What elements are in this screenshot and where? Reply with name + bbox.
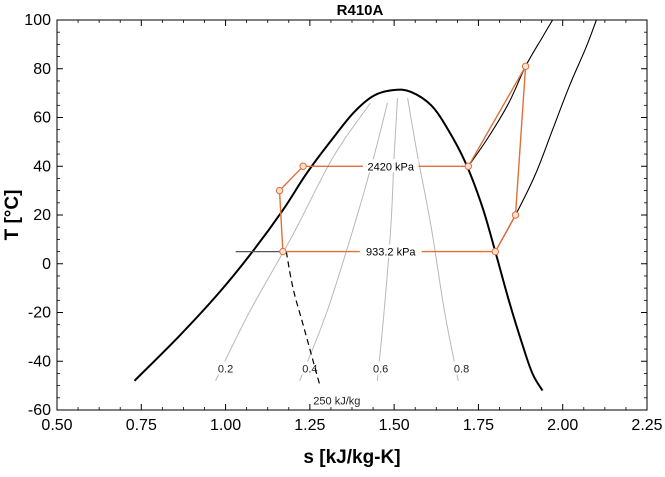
- quality-line-0.8: [407, 97, 459, 381]
- state-point-3: [299, 162, 307, 170]
- x-tick-label: 1.25: [294, 417, 325, 434]
- state-point-6: [511, 211, 520, 219]
- quality-label-0.2: 0.2: [218, 364, 233, 376]
- isenthalp-curve: [285, 251, 321, 386]
- y-tick-label: -40: [28, 353, 51, 370]
- x-tick-label: 0.75: [126, 417, 157, 434]
- cycle-path: [278, 65, 527, 253]
- y-axis-title: T [°C]: [2, 190, 23, 241]
- quality-label-0.6: 0.6: [373, 364, 388, 376]
- quality-label-0.4: 0.4: [302, 364, 317, 376]
- quality-label-0.8-bg: [449, 361, 474, 375]
- state-point-4: [464, 162, 473, 170]
- y-tick-label: -60: [28, 402, 51, 419]
- y-tick-label: 0: [42, 256, 51, 273]
- isobar-curve-1: [494, 19, 597, 252]
- isobar-label-1: 933.2 kPa: [366, 247, 416, 259]
- isobar-label-0-bg: [362, 159, 419, 173]
- state-point-2: [275, 186, 284, 195]
- plot-frame: [56, 19, 648, 411]
- quality-lines: 0.2 0.4 0.6 0.8: [213, 97, 474, 382]
- quality-line-0.2: [215, 102, 371, 382]
- y-tick-label: -20: [28, 305, 51, 322]
- x-tick-label: 1.75: [463, 417, 494, 434]
- refrigeration-cycle: 2420 kPa 933.2 kPa: [275, 62, 530, 259]
- quality-line-0.6: [376, 97, 398, 381]
- y-tick-label: 20: [33, 207, 51, 224]
- saturation-dome-curve: [133, 88, 544, 392]
- quality-label-0.8: 0.8: [454, 364, 469, 376]
- y-axis-ticks: -60 -40 -20 0 20 40 60 80 100: [24, 12, 647, 419]
- x-axis-ticks: 0.50 0.75 1.00 1.25 1.50 1.75 2.00 2.25: [41, 20, 663, 434]
- chart-title: R410A: [337, 2, 384, 19]
- x-tick-label: 1.50: [379, 417, 410, 434]
- x-tick-label: 0.50: [41, 417, 72, 434]
- x-axis-title: s [kJ/kg-K]: [303, 447, 400, 468]
- x-tick-label: 2.25: [631, 417, 662, 434]
- y-tick-label: 60: [33, 110, 51, 127]
- isobars: [467, 19, 597, 252]
- quality-line-0.4: [299, 102, 388, 381]
- isobar-label-1-bg: [359, 244, 422, 258]
- isenthalp-line: 250 kJ/kg: [285, 251, 360, 407]
- x-tick-label: 2.00: [547, 417, 578, 434]
- state-point-1: [279, 247, 287, 256]
- y-tick-label: 100: [24, 12, 51, 29]
- state-point-7: [491, 247, 499, 256]
- saturation-dome: [133, 88, 544, 392]
- quality-label-0.2-bg: [213, 361, 238, 375]
- x-tick-label: 1.00: [210, 417, 241, 434]
- isenthalp-label: 250 kJ/kg: [313, 395, 360, 407]
- quality-label-0.6-bg: [368, 361, 393, 375]
- isobar-curve-0: [467, 19, 554, 167]
- y-tick-label: 80: [33, 61, 51, 78]
- isobar-label-0: 2420 kPa: [368, 161, 415, 173]
- state-point-5: [521, 62, 530, 71]
- y-tick-label: 40: [33, 158, 51, 175]
